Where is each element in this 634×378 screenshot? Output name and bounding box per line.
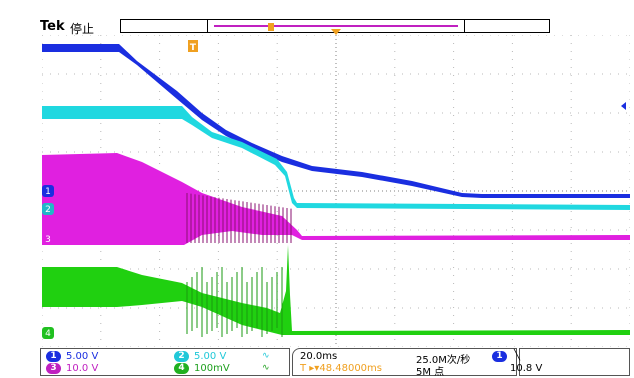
record-position-marker bbox=[331, 29, 341, 35]
record-trigger-marker bbox=[268, 23, 274, 31]
record-trace-indicator bbox=[214, 25, 458, 27]
ch1-badge: 1 bbox=[46, 351, 61, 362]
trigger-slope-icon: ╲ bbox=[514, 350, 521, 361]
trigger-delay: T ▸▾48.48000ms bbox=[300, 363, 382, 374]
svg-text:1: 1 bbox=[45, 187, 51, 197]
ch3-trace bbox=[42, 153, 630, 245]
timebase-scale: 20.0ms bbox=[300, 351, 338, 362]
svg-text:T: T bbox=[190, 43, 197, 53]
acquisition-state: 停止 bbox=[70, 22, 95, 36]
trigger-readout-box[interactable] bbox=[519, 348, 630, 376]
ch3-scale: 10.0 V bbox=[66, 363, 99, 374]
ch2-ac-coupling-icon: ∿ bbox=[262, 351, 270, 361]
ch3-badge: 3 bbox=[46, 363, 61, 374]
ch2-badge: 2 bbox=[174, 351, 189, 362]
ch4-ground-marker[interactable]: 4 bbox=[42, 327, 54, 339]
trigger-position-marker[interactable]: T bbox=[188, 40, 198, 53]
graticule bbox=[42, 35, 630, 347]
ch4-scale: 100mV bbox=[194, 363, 230, 374]
ch2-trace bbox=[42, 106, 630, 210]
waveform-display[interactable]: T 1 2 3 bbox=[42, 35, 630, 347]
svg-text:3: 3 bbox=[45, 235, 51, 245]
ch1-scale: 5.00 V bbox=[66, 351, 99, 362]
trigger-level: 10.8 V bbox=[510, 363, 543, 374]
ch4-badge: 4 bbox=[174, 363, 189, 374]
ch2-ground-marker[interactable]: 2 bbox=[42, 203, 54, 215]
ch3-ground-marker[interactable]: 3 bbox=[42, 233, 54, 245]
ch4-trace bbox=[42, 245, 630, 337]
trigger-level-arrow[interactable] bbox=[621, 102, 626, 110]
svg-text:4: 4 bbox=[45, 329, 51, 339]
trigger-source-badge: 1 bbox=[492, 351, 507, 362]
ch4-ac-coupling-icon: ∿ bbox=[262, 363, 270, 373]
readout-panel: 1 5.00 V 2 5.00 V ∿ 3 10.0 V 4 100mV ∿ 2… bbox=[40, 348, 630, 378]
ch2-scale: 5.00 V bbox=[194, 351, 227, 362]
brand-logo: Tek bbox=[40, 19, 65, 34]
sample-rate: 25.0M次/秒 bbox=[416, 355, 471, 366]
svg-text:2: 2 bbox=[45, 205, 51, 215]
ch1-ground-marker[interactable]: 1 bbox=[42, 185, 54, 197]
record-length: 5M 点 bbox=[416, 367, 445, 378]
record-view-window[interactable] bbox=[207, 19, 465, 33]
